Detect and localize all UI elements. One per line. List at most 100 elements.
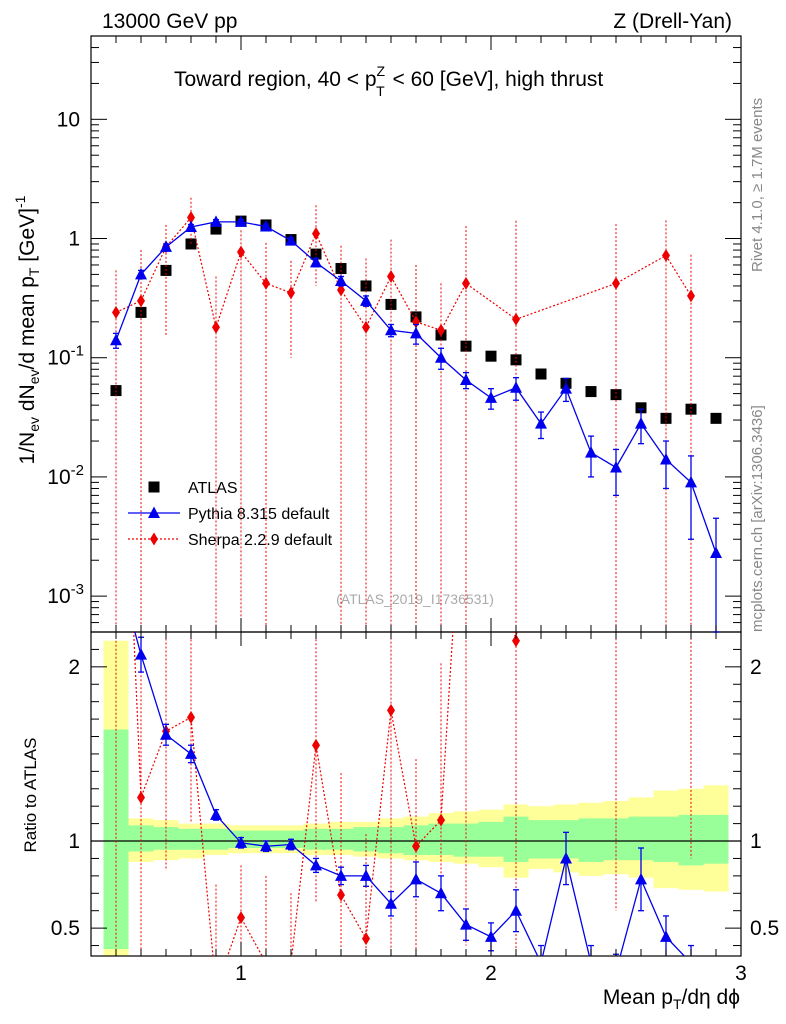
pythia-point (160, 240, 172, 252)
pythia-point (560, 382, 572, 394)
pythia-point (635, 417, 647, 429)
x-axis-label: Mean pT/dη dϕ (603, 986, 740, 1012)
atlas-point (210, 223, 222, 235)
sherpa-point (362, 320, 370, 334)
sherpa-ratio-point (312, 738, 320, 752)
sherpa-line (115, 216, 692, 331)
band-green (653, 816, 679, 862)
pythia-ratio-point (635, 872, 647, 885)
band-green (703, 814, 729, 864)
sherpa-point (312, 227, 320, 241)
sherpa-point (612, 276, 620, 290)
atlas-point (710, 412, 722, 424)
ratio-tick-label: 0.5 (51, 917, 80, 940)
band-green (253, 830, 279, 848)
pythia-point (610, 460, 622, 473)
ticks-layer: 1 2 3 10-3 10-2 10-1 1 10 2 2 1 1 0.5 0.5 (47, 35, 779, 985)
pythia-ratio-point (610, 965, 622, 977)
band-green (128, 825, 154, 852)
sherpa-point (187, 211, 195, 225)
sherpa-point (137, 294, 145, 308)
y-tick-label: 10-3 (47, 581, 84, 608)
pythia-ratio-point (385, 897, 397, 909)
rivet-label: Rivet 4.1.0, ≥ 1.7M events (749, 98, 766, 272)
pythia-line (115, 221, 717, 554)
atlas-point (485, 350, 497, 362)
pythia-ratio-point (685, 956, 697, 968)
atlas-point (135, 306, 147, 318)
y-tick-label: 1 (68, 228, 80, 251)
sherpa-point (462, 276, 470, 290)
pythia-ratio-point (210, 808, 222, 820)
ratio-tick-label: 1 (750, 830, 762, 853)
pythia-point (435, 351, 447, 363)
pythia-point (660, 452, 672, 465)
band-green (328, 828, 354, 850)
band-green (528, 820, 554, 859)
pythia-ratio-point (560, 851, 572, 864)
pythia-ratio-point (285, 838, 297, 850)
ratio-y-label: Ratio to ATLAS (21, 738, 40, 853)
header-right: Z (Drell-Yan) (613, 10, 732, 33)
legend-label: Sherpa 2.2.9 default (188, 532, 333, 549)
pythia-point (185, 220, 197, 232)
x-tick-label: 1 (235, 962, 247, 985)
legend-marker (148, 481, 160, 493)
sherpa-ratio-point (137, 790, 145, 804)
sherpa-point (662, 249, 670, 263)
pythia-point (135, 267, 147, 280)
pythia-point (110, 333, 122, 346)
sherpa-point (262, 276, 270, 290)
sherpa-point (387, 270, 395, 284)
band-green (153, 827, 179, 850)
sherpa-point (237, 245, 245, 259)
sherpa-ratio-point (237, 911, 245, 925)
sherpa-point (287, 286, 295, 300)
pythia-ratio-point (460, 918, 472, 930)
sherpa-ratio-point (212, 983, 220, 996)
pythia-point (685, 475, 697, 488)
pythia-point (210, 215, 222, 227)
sherpa-ratio-point (287, 956, 295, 969)
sherpa-ratio-point (412, 839, 420, 853)
atlas-point (585, 386, 597, 398)
ratio-tick-label: 2 (68, 656, 80, 679)
pythia-ratio-point (360, 869, 372, 881)
legend-label: ATLAS (188, 480, 238, 497)
ratio-series (112, 225, 697, 996)
band-green (178, 828, 204, 850)
header-left: 13000 GeV pp (102, 10, 237, 33)
atlas-point (610, 389, 622, 401)
pythia-ratio-point (585, 956, 597, 968)
pythia-point (385, 323, 397, 336)
pythia-point (585, 446, 597, 458)
pythia-point (510, 381, 522, 393)
pythia-ratio-point (435, 886, 447, 899)
atlas-point (510, 354, 522, 366)
sherpa-ratio-point (112, 225, 120, 238)
legend-label: Pythia 8.315 default (188, 506, 330, 523)
sherpa-ratio-point (262, 956, 270, 969)
pythia-point (460, 373, 472, 386)
watermark: (ATLAS_2019_I1736531) (336, 591, 494, 607)
legend-marker (150, 532, 158, 546)
atlas-point (535, 368, 547, 380)
atlas-point (360, 280, 372, 292)
sherpa-point (512, 312, 520, 326)
pythia-ratio-point (310, 858, 322, 871)
pythia-point (260, 220, 272, 232)
mcplots-label: mcplots.cern.ch [arXiv:1306.3436] (749, 405, 766, 632)
pythia-point (535, 417, 547, 429)
pythia-ratio-point (660, 930, 672, 942)
y-tick-label: 10 (57, 108, 80, 131)
sherpa-point (112, 305, 120, 319)
sherpa-ratio-point (337, 888, 345, 902)
ratio-uncertainty-band (103, 640, 729, 956)
legend-marker (148, 506, 160, 518)
ratio-tick-label: 1 (68, 830, 80, 853)
pythia-ratio-point (160, 728, 172, 740)
pythia-point (235, 215, 247, 227)
pythia-point (335, 274, 347, 287)
sherpa-ratio-point (362, 932, 370, 946)
ratio-tick-label: 0.5 (750, 917, 779, 940)
